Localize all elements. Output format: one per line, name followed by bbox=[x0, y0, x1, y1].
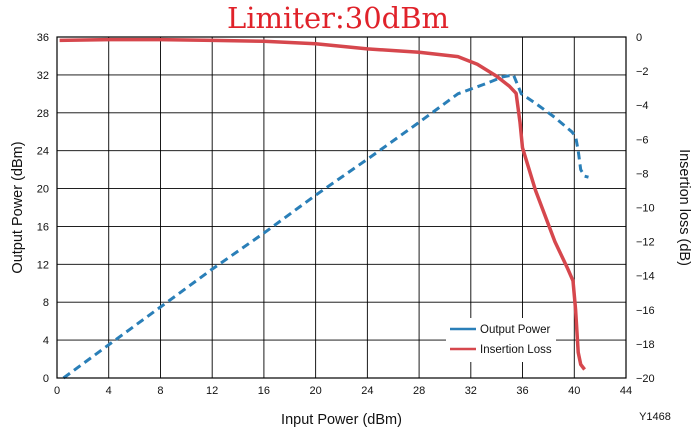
x-axis-label: Input Power (dBm) bbox=[281, 412, 402, 428]
y2-tick-label: −4 bbox=[636, 100, 649, 112]
x-tick-label: 0 bbox=[54, 385, 60, 397]
x-tick-label: 24 bbox=[361, 385, 373, 397]
y-tick-label: 4 bbox=[43, 335, 49, 347]
plot-frame bbox=[56, 36, 627, 379]
y2-tick-label: −16 bbox=[636, 305, 655, 317]
x-tick-label: 28 bbox=[413, 385, 425, 397]
y-tick-label: 20 bbox=[37, 184, 49, 196]
x-tick-label: 44 bbox=[620, 385, 632, 397]
series-line-insertion-loss bbox=[59, 37, 586, 371]
x-tick-label: 20 bbox=[310, 385, 322, 397]
figure-code: Y1468 bbox=[639, 411, 671, 423]
series-layer bbox=[59, 37, 589, 380]
y2-tick-label: −6 bbox=[636, 134, 649, 146]
y-tick-label: 16 bbox=[37, 221, 49, 233]
x-tick-labels: 0 4 8 12 16 20 24 28 32 36 40 44 bbox=[54, 385, 632, 397]
y-tick-label: 8 bbox=[43, 297, 49, 309]
y2-tick-label: −2 bbox=[636, 66, 649, 78]
x-tick-label: 4 bbox=[106, 385, 112, 397]
y-tick-label: 12 bbox=[37, 259, 49, 271]
y2-tick-label: −14 bbox=[636, 271, 655, 283]
y-tick-label: 24 bbox=[37, 146, 49, 158]
x-tick-label: 12 bbox=[206, 385, 218, 397]
y-tick-label: 32 bbox=[37, 70, 49, 82]
y-tick-label: 0 bbox=[43, 373, 49, 385]
legend: Output Power Insertion Loss bbox=[446, 318, 556, 362]
legend-box bbox=[446, 318, 556, 362]
x-tick-label: 32 bbox=[465, 385, 477, 397]
y-tick-labels: 0 4 8 12 16 20 24 28 32 36 bbox=[37, 32, 49, 385]
x-tick-label: 40 bbox=[568, 385, 580, 397]
series-line-output-power bbox=[62, 73, 589, 380]
y2-tick-label: −10 bbox=[636, 203, 655, 215]
y2-tick-label: −20 bbox=[636, 373, 655, 385]
y2-tick-label: −8 bbox=[636, 168, 649, 180]
y2-tick-label: −12 bbox=[636, 237, 655, 249]
y-tick-label: 28 bbox=[37, 108, 49, 120]
y2-tick-labels: 0 −2 −4 −6 −8 −10 −12 −14 −16 −18 −20 bbox=[636, 32, 655, 385]
y2-tick-label: −18 bbox=[636, 339, 655, 351]
y-axis-label: Output Power (dBm) bbox=[10, 141, 26, 273]
y-tick-label: 36 bbox=[37, 32, 49, 44]
x-tick-label: 16 bbox=[258, 385, 270, 397]
y2-axis-label: Insertion loss (dB) bbox=[676, 149, 692, 266]
chart-title: Limiter:30dBm bbox=[227, 1, 449, 35]
legend-label-insertion-loss: Insertion Loss bbox=[480, 344, 552, 356]
legend-label-output-power: Output Power bbox=[480, 324, 550, 336]
x-tick-label: 8 bbox=[157, 385, 163, 397]
y2-tick-label: 0 bbox=[636, 32, 642, 44]
x-tick-label: 36 bbox=[516, 385, 528, 397]
